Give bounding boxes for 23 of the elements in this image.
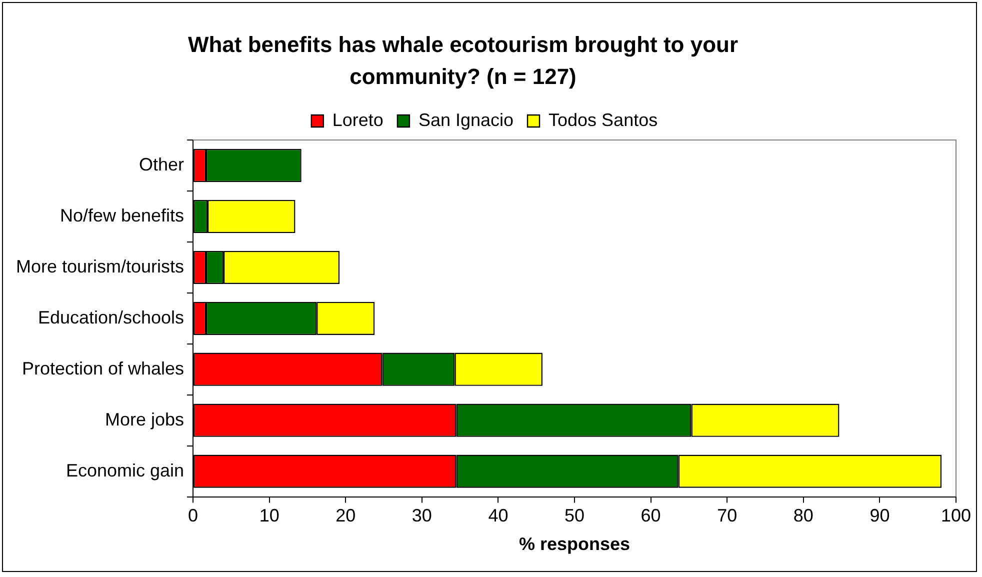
y-tick-label: Economic gain	[66, 460, 184, 480]
x-tick-label: 100	[940, 506, 972, 526]
y-tick-label: No/few benefits	[60, 205, 184, 226]
x-tick-label: 90	[870, 506, 890, 526]
legend-label: Todos Santos	[548, 110, 658, 130]
legend-label: San Ignacio	[418, 110, 514, 130]
legend-label: Loreto	[332, 110, 384, 130]
x-tick-label: 40	[488, 506, 508, 526]
x-tick-label: 70	[717, 506, 738, 526]
y-tick-label: More tourism/tourists	[16, 256, 184, 276]
x-tick-label: 0	[188, 506, 198, 526]
y-tick-label: Other	[139, 154, 184, 174]
x-tick-label: 10	[259, 506, 280, 526]
x-tick-label: 30	[412, 506, 432, 526]
x-tick-label: 20	[336, 506, 356, 526]
x-axis-title: % responses	[518, 534, 630, 554]
x-tick-label: 50	[564, 506, 585, 526]
x-tick-label: 60	[640, 506, 661, 526]
chart-title: What benefits has whale ecotourism brought to your community? (n = 127)	[186, 31, 740, 91]
x-tick-label: 80	[793, 506, 814, 526]
y-tick-label: More jobs	[105, 409, 184, 430]
y-tick-label: Education/schools	[38, 307, 184, 328]
y-tick-label: Protection of whales	[22, 358, 184, 378]
